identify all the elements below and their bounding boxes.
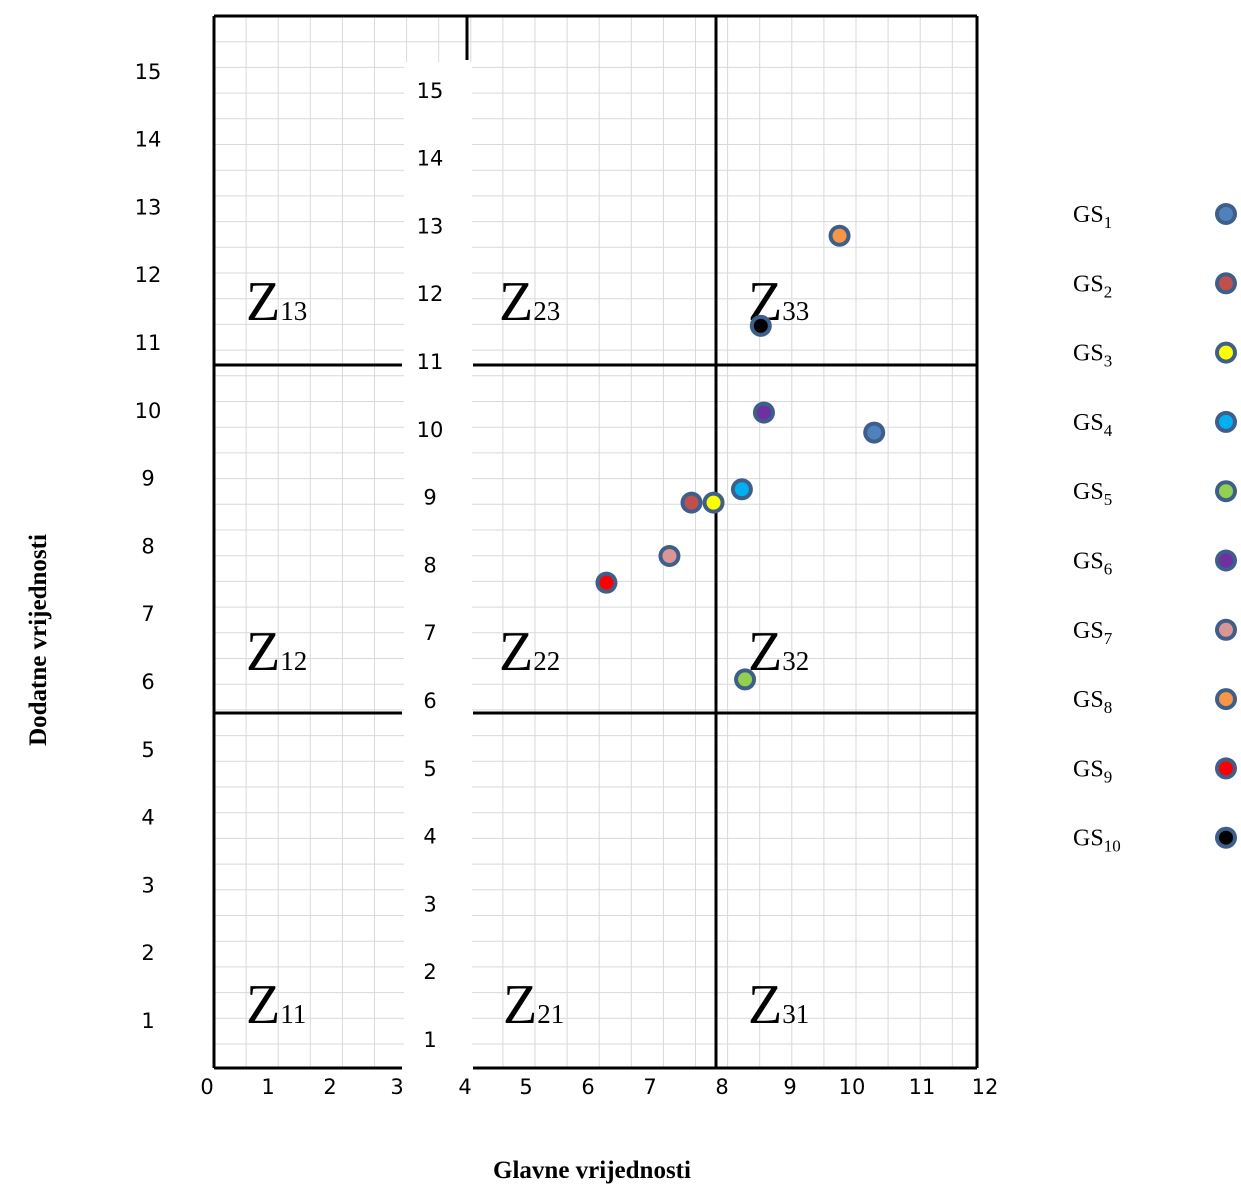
- x-tick-label: 10: [839, 1075, 866, 1099]
- legend-marker: [1219, 830, 1233, 845]
- x-tick-label: 4: [458, 1075, 471, 1099]
- data-point: [738, 672, 753, 687]
- y-tick-label: 1: [141, 1009, 154, 1033]
- legend-marker: [1219, 484, 1233, 499]
- data-point: [706, 495, 721, 510]
- data-point: [684, 495, 699, 510]
- y-tick-label: 3: [141, 873, 154, 897]
- zone-label: Z12: [246, 621, 307, 683]
- legend-marker: [1219, 622, 1233, 637]
- y-tick-label-inner: 10: [417, 418, 444, 442]
- y-tick-label: 2: [141, 941, 154, 965]
- legend-label: GS2: [1073, 271, 1112, 301]
- legend-marker: [1219, 761, 1233, 776]
- y-tick-label: 9: [141, 467, 154, 491]
- y-tick-label: 12: [135, 263, 162, 287]
- data-point: [753, 318, 768, 333]
- x-tick-label: 1: [261, 1075, 274, 1099]
- zone-label: Z21: [503, 974, 564, 1036]
- legend-label: GS9: [1073, 756, 1112, 786]
- x-tick-label: 6: [581, 1075, 594, 1099]
- data-point: [756, 405, 771, 420]
- tick-labels: 0 1 2 3 4 5 6 7 8 9 10 11 12123456789101112131415123…: [135, 60, 999, 1099]
- x-tick-label: 0: [200, 1075, 213, 1099]
- legend-label: GS8: [1073, 687, 1112, 717]
- y-tick-label-inner: 13: [417, 214, 444, 238]
- zone-label: Z22: [499, 621, 560, 683]
- zone-label: Z23: [499, 271, 560, 333]
- legend-label: GS4: [1073, 410, 1113, 440]
- x-tick-label: 8: [715, 1075, 728, 1099]
- legend-label: GS5: [1073, 479, 1112, 509]
- data-point: [599, 575, 614, 590]
- x-tick-label: 7: [643, 1075, 656, 1099]
- y-tick-label: 6: [141, 670, 154, 694]
- x-tick-label: 3: [390, 1075, 403, 1099]
- data-point: [867, 425, 882, 440]
- y-tick-label: 14: [135, 128, 162, 152]
- zone-label: Z31: [748, 974, 809, 1036]
- y-tick-label-inner: 2: [423, 960, 436, 984]
- y-tick-label: 5: [141, 738, 154, 762]
- legend-label: GS6: [1073, 549, 1112, 579]
- x-tick-label: 11: [909, 1075, 936, 1099]
- y-tick-label: 7: [141, 602, 154, 626]
- legend-label: GS10: [1073, 826, 1121, 856]
- y-tick-label-inner: 8: [423, 553, 436, 577]
- y-tick-label-inner: 3: [423, 892, 436, 916]
- x-tick-label: 2: [323, 1075, 336, 1099]
- zone-frame: [212, 14, 979, 1070]
- legend-label: GS7: [1073, 618, 1113, 648]
- legend-marker: [1219, 345, 1233, 360]
- legend-marker: [1219, 553, 1233, 568]
- y-tick-label: 8: [141, 534, 154, 558]
- x-tick-label: 5: [519, 1075, 532, 1099]
- y-tick-label-inner: 12: [417, 282, 444, 306]
- legend-marker: [1219, 414, 1233, 429]
- axis-gap: [404, 62, 472, 1070]
- y-tick-label: 15: [135, 60, 162, 84]
- x-axis-label: Glavne vrijednosti: [493, 1157, 691, 1184]
- data-points: [595, 224, 886, 691]
- y-tick-label-inner: 7: [423, 621, 436, 645]
- legend: GS1 GS2 GS3 GS4 GS5 GS6 GS7 GS8 GS9 GS10: [1073, 202, 1237, 856]
- data-point: [662, 549, 677, 563]
- zone-label: Z13: [246, 271, 307, 333]
- legend-label: GS3: [1073, 341, 1112, 371]
- y-tick-label: 11: [135, 331, 162, 355]
- y-tick-label-inner: 15: [417, 79, 444, 103]
- y-tick-label-inner: 4: [423, 825, 436, 849]
- y-tick-label-inner: 1: [423, 1028, 436, 1052]
- y-tick-label-inner: 9: [423, 486, 436, 510]
- y-tick-label: 4: [141, 806, 154, 830]
- y-tick-label-inner: 14: [417, 147, 444, 171]
- y-tick-label-inner: 11: [417, 350, 444, 374]
- data-point: [832, 228, 847, 243]
- legend-label: GS1: [1073, 202, 1112, 232]
- data-point: [734, 482, 749, 497]
- y-tick-label-inner: 6: [423, 689, 436, 713]
- y-tick-label-inner: 5: [423, 757, 436, 781]
- y-tick-label: 13: [135, 195, 162, 219]
- x-tick-label: 9: [783, 1075, 796, 1099]
- x-tick-label: 12: [972, 1075, 999, 1099]
- legend-marker: [1219, 692, 1233, 707]
- zone-label: Z11: [246, 974, 306, 1036]
- grid-lines: [213, 15, 977, 1068]
- zone-label: Z32: [748, 621, 809, 683]
- legend-marker: [1219, 207, 1233, 221]
- y-tick-label: 10: [135, 399, 162, 423]
- legend-marker: [1219, 276, 1233, 291]
- y-axis-label: Dodatne vrijednosti: [25, 534, 52, 746]
